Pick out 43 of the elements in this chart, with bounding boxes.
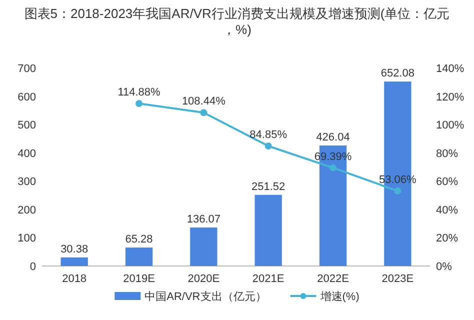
y2-tick-label: 20%: [436, 232, 458, 245]
chart-title: 图表5：2018-2023年我国AR/VR行业消费支出规模及增速预测(单位：亿元，%): [24, 6, 450, 37]
y2-tick-label: 80%: [436, 148, 458, 160]
data-label: 136.07: [186, 214, 220, 226]
x-tick-label: 2022E: [317, 273, 349, 285]
bar: [125, 248, 153, 266]
y2-tick-label: 60%: [436, 176, 458, 188]
data-label: 114.88%: [118, 86, 161, 99]
data-label: 108.44%: [182, 96, 226, 108]
point: [394, 187, 402, 194]
y-tick-label: 200: [18, 204, 36, 216]
data-label: 65.28: [125, 234, 153, 246]
point: [264, 142, 272, 150]
y2-tick-label: 100%: [436, 120, 464, 132]
data-label: 426.04: [316, 131, 350, 144]
y2-tick-label: 40%: [436, 204, 458, 216]
data-label: 30.38: [60, 243, 88, 256]
data-label: 251.52: [252, 180, 286, 193]
y-tick-label: 300: [18, 176, 36, 188]
point: [136, 100, 142, 108]
y2-tick-label: 120%: [436, 91, 464, 104]
x-tick-label: 2020E: [188, 273, 220, 285]
x-tick-label: 2023E: [382, 273, 414, 285]
legend-label: 增速(%): [319, 290, 360, 303]
y2-tick-label: 140%: [436, 63, 464, 75]
data-label: 84.85%: [250, 129, 288, 141]
y-tick-label: 400: [18, 148, 36, 160]
y-tick-label: 0: [30, 261, 36, 273]
y-tick-label: 500: [18, 120, 36, 132]
x-tick-label: 2018: [62, 273, 87, 285]
y-tick-label: 700: [18, 63, 36, 75]
legend-label: 中国AR/VR支出（亿元）: [144, 290, 266, 303]
y-tick-label: 600: [18, 91, 36, 104]
data-label: 652.08: [380, 68, 414, 80]
y2-tick-label: 0%: [436, 261, 452, 273]
point: [330, 164, 336, 172]
bar: [60, 257, 88, 266]
bar: [254, 194, 282, 266]
x-tick-label: 2019E: [123, 273, 155, 285]
bar: [190, 228, 218, 266]
x-tick-label: 2021E: [252, 273, 284, 285]
y-tick-label: 100: [18, 232, 36, 245]
point: [200, 109, 208, 116]
